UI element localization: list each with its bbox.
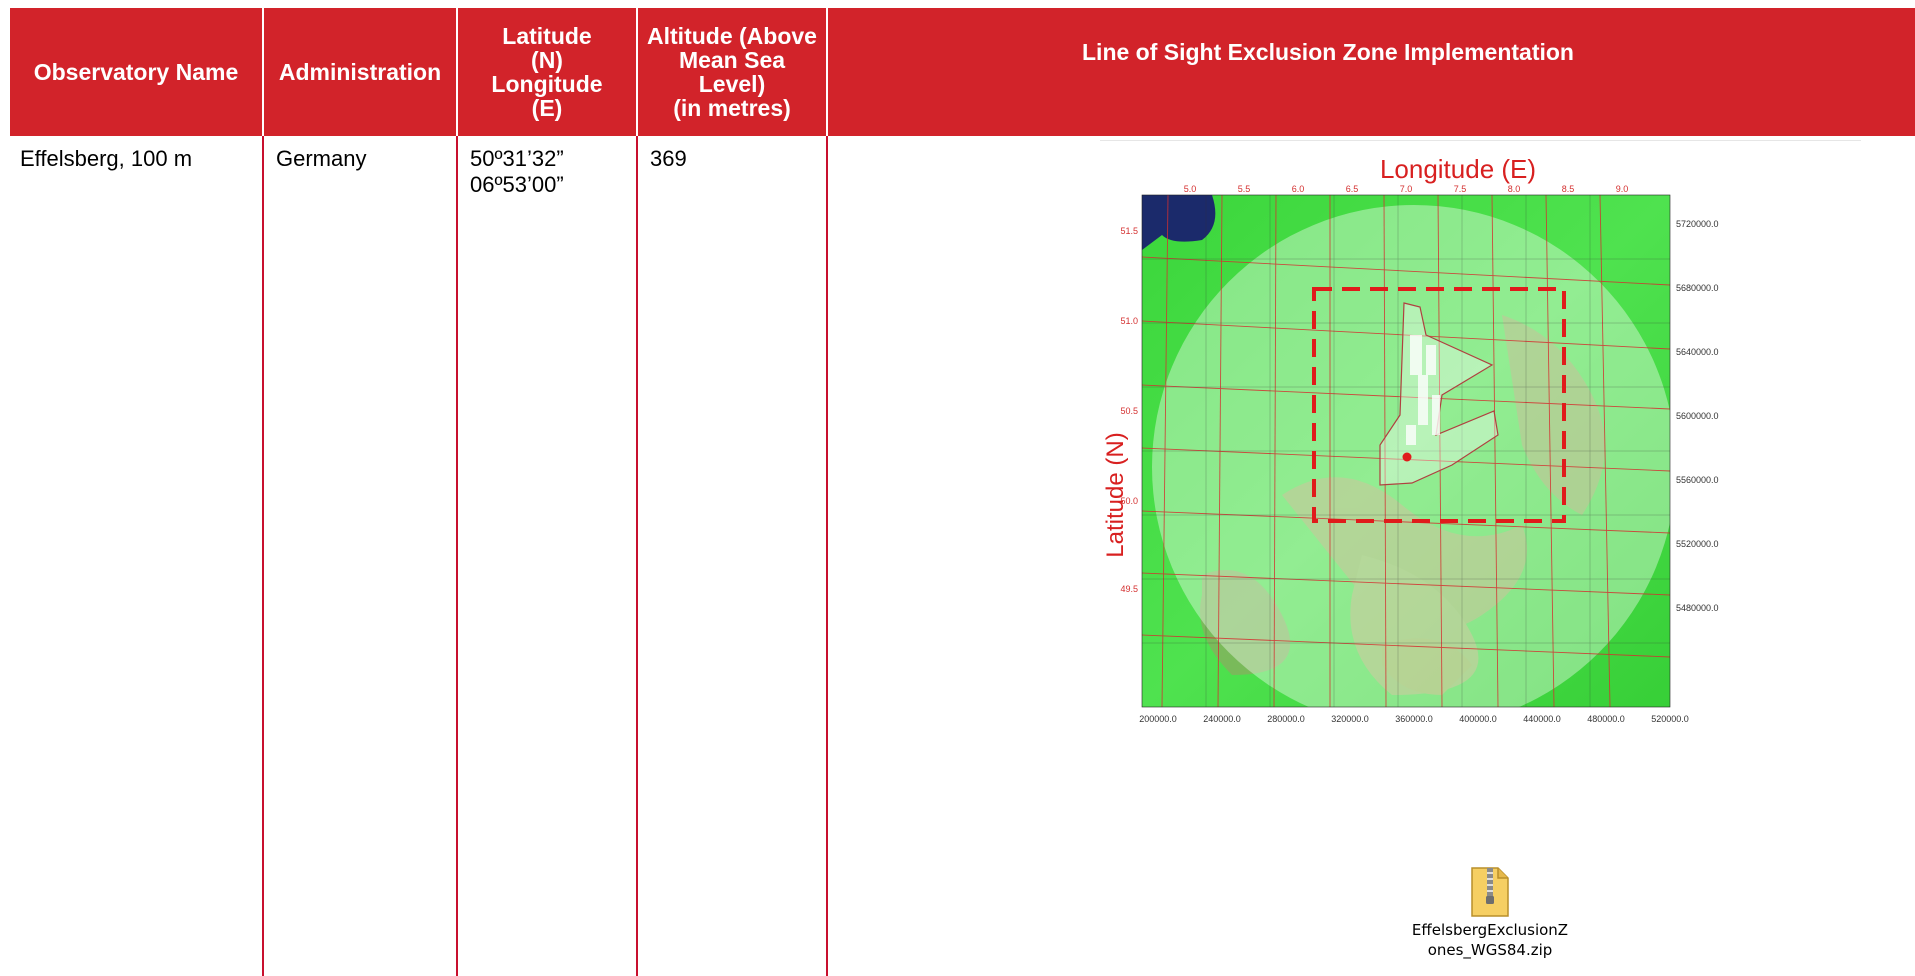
column-divider bbox=[636, 136, 638, 976]
terrain-relief bbox=[1200, 315, 1605, 695]
northing-tick-label: 5600000.0 bbox=[1676, 411, 1719, 421]
zip-file-icon bbox=[1471, 867, 1509, 917]
map-northing-ticks: 5720000.0 5680000.0 5640000.0 5600000.0 5560… bbox=[1676, 219, 1719, 613]
northing-tick-label: 5520000.0 bbox=[1676, 539, 1719, 549]
header-administration: Administration bbox=[278, 59, 442, 85]
projection-grid bbox=[1142, 195, 1670, 707]
cell-altitude: 369 bbox=[650, 146, 687, 171]
easting-tick-label: 320000.0 bbox=[1331, 714, 1369, 724]
lat-tick-label: 50.5 bbox=[1120, 406, 1138, 416]
header-lat-lon: Latitude (N) Longitude (E) bbox=[491, 23, 603, 121]
header-observatory-name: Observatory Name bbox=[33, 59, 239, 85]
lon-tick-label: 7.0 bbox=[1400, 184, 1413, 194]
lon-tick-label: 7.5 bbox=[1454, 184, 1467, 194]
column-divider bbox=[456, 136, 458, 976]
northing-tick-label: 5640000.0 bbox=[1676, 347, 1719, 357]
column-divider bbox=[262, 136, 264, 976]
lon-tick-label: 5.5 bbox=[1238, 184, 1251, 194]
observatory-marker bbox=[1402, 452, 1412, 462]
lon-tick-label: 9.0 bbox=[1616, 184, 1629, 194]
map-y-title: Latitude (N) bbox=[1102, 432, 1129, 557]
sea-area bbox=[1142, 195, 1216, 250]
cell-longitude: 06º53’00” bbox=[470, 172, 564, 197]
easting-tick-label: 360000.0 bbox=[1395, 714, 1433, 724]
northing-tick-label: 5560000.0 bbox=[1676, 475, 1719, 485]
dashed-exclusion-box bbox=[1312, 287, 1566, 523]
cell-administration: Germany bbox=[276, 146, 367, 171]
lat-tick-label: 50.0 bbox=[1120, 496, 1138, 506]
northing-tick-label: 5720000.0 bbox=[1676, 219, 1719, 229]
map-lat-ticks: 51.5 51.0 50.5 50.0 49.5 bbox=[1120, 226, 1138, 594]
lon-tick-label: 5.0 bbox=[1184, 184, 1197, 194]
cell-lat-lon: 50º31’32” 06º53’00” bbox=[470, 146, 564, 198]
lat-tick-label: 49.5 bbox=[1120, 584, 1138, 594]
cell-observatory-name: Effelsberg, 100 m bbox=[20, 146, 193, 171]
cell-latitude: 50º31’32” bbox=[470, 146, 564, 171]
easting-tick-label: 480000.0 bbox=[1587, 714, 1625, 724]
lon-tick-label: 8.5 bbox=[1562, 184, 1575, 194]
table-header-row: Observatory Name Administration Latitude… bbox=[10, 8, 1915, 136]
northing-tick-label: 5680000.0 bbox=[1676, 283, 1719, 293]
built-up-area bbox=[1406, 335, 1440, 445]
attachment-filename-line2: ones_WGS84.zip bbox=[1427, 941, 1553, 959]
map-x-title: Longitude (E) bbox=[1380, 154, 1536, 184]
lat-tick-label: 51.0 bbox=[1120, 316, 1138, 326]
column-divider bbox=[826, 136, 828, 976]
attachment-filename-line1: EffelsbergExclusionZ bbox=[1411, 921, 1569, 939]
header-altitude: Altitude (Above Mean Sea Level) (in metr… bbox=[647, 23, 817, 121]
easting-tick-label: 400000.0 bbox=[1459, 714, 1497, 724]
easting-tick-label: 240000.0 bbox=[1203, 714, 1241, 724]
map-easting-ticks: 200000.0 240000.0 280000.0 320000.0 360000.0… bbox=[1139, 714, 1689, 724]
easting-tick-label: 280000.0 bbox=[1267, 714, 1305, 724]
lat-tick-label: 51.5 bbox=[1120, 226, 1138, 236]
lon-tick-label: 6.5 bbox=[1346, 184, 1359, 194]
northing-tick-label: 5480000.0 bbox=[1676, 603, 1719, 613]
exclusion-zone-map: Longitude (E) Latitude (N) 5.0 5.5 6.0 6.5 7… bbox=[1098, 140, 1863, 860]
map-lon-ticks: 5.0 5.5 6.0 6.5 7.0 7.5 8.0 8.5 9.0 bbox=[1184, 184, 1629, 194]
lon-tick-label: 8.0 bbox=[1508, 184, 1521, 194]
easting-tick-label: 440000.0 bbox=[1523, 714, 1561, 724]
easting-tick-label: 200000.0 bbox=[1139, 714, 1177, 724]
utm-grid bbox=[1142, 195, 1670, 707]
header-exclusion-zone: Line of Sight Exclusion Zone Implementat… bbox=[1082, 39, 1574, 65]
lon-tick-label: 6.0 bbox=[1292, 184, 1305, 194]
attachment-zip[interactable]: EffelsbergExclusionZ ones_WGS84.zip bbox=[1370, 860, 1610, 960]
easting-tick-label: 520000.0 bbox=[1651, 714, 1689, 724]
